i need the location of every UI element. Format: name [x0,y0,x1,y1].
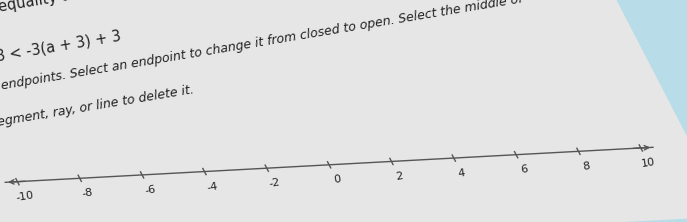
Text: 8: 8 [582,161,591,172]
Text: -6: -6 [144,184,156,196]
Text: -2: -2 [269,177,281,189]
Text: Solve the inequality and graph the solution.: Solve the inequality and graph the solut… [0,0,232,29]
Text: -10: -10 [16,190,35,203]
Text: 0: 0 [333,174,341,185]
Text: 2: 2 [395,171,403,182]
Text: 6: 6 [519,164,528,175]
Text: -8: -8 [81,188,94,199]
Text: 10: 10 [641,157,656,169]
Text: the segment, ray, or line to delete it.: the segment, ray, or line to delete it. [0,83,195,134]
Text: 18 < -3(a + 3) + 3: 18 < -3(a + 3) + 3 [0,28,122,65]
Text: 4: 4 [458,168,466,179]
Text: Plot the endpoints. Select an endpoint to change it from closed to open. Select : Plot the endpoints. Select an endpoint t… [0,0,524,101]
Text: -4: -4 [206,181,218,192]
